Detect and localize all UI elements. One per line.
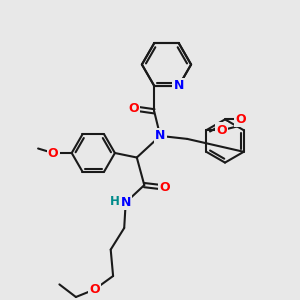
Text: O: O: [128, 102, 139, 115]
Text: N: N: [155, 129, 165, 142]
Text: O: O: [48, 146, 58, 160]
Text: N: N: [121, 196, 131, 209]
Text: O: O: [159, 181, 170, 194]
Text: O: O: [89, 283, 100, 296]
Text: O: O: [217, 124, 227, 137]
Text: H: H: [110, 194, 120, 208]
Text: N: N: [174, 79, 184, 92]
Text: O: O: [235, 113, 246, 126]
